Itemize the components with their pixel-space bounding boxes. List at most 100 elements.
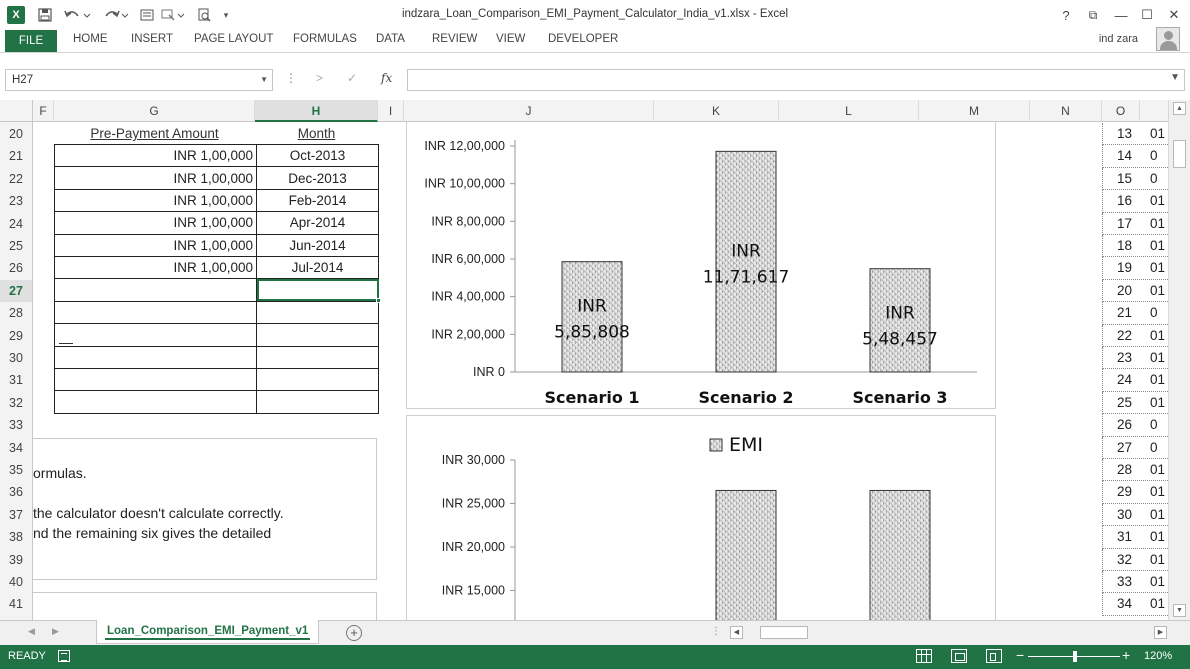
prepayment-amount-cell[interactable] [54,323,257,347]
prepayment-amount-cell[interactable] [54,300,257,325]
select-all-corner[interactable] [0,100,33,122]
row-header-32[interactable]: 32 [9,395,23,410]
month-cell[interactable]: Apr-2014 [256,211,379,235]
name-box[interactable]: H27 ▼ [5,69,273,91]
instructions-textbox[interactable]: ormulas. the calculator doesn't calculat… [33,438,377,580]
maximize-icon[interactable]: ☐ [1141,7,1153,22]
save-icon[interactable] [36,6,54,24]
list-item[interactable]: 33 01 [1102,571,1168,594]
list-item[interactable]: 25 01 [1102,391,1168,415]
cancel-icon[interactable]: > [316,71,324,85]
page-break-view-icon[interactable] [986,649,1002,663]
ribbon-display-icon[interactable]: ⧉ [1088,7,1098,22]
row-header-35[interactable]: 35 [9,463,23,477]
scroll-right-icon[interactable]: ▶ [1154,626,1167,639]
list-item[interactable]: 31 01 [1102,526,1168,549]
row-header-40[interactable]: 40 [9,575,23,589]
emi-comparison-chart[interactable]: INR 15,000 INR 20,000 INR 25,000 INR 30,000… [406,415,996,620]
secondary-textbox[interactable] [33,592,377,620]
list-item[interactable]: 17 01 [1102,212,1168,235]
tab-scroll-left-icon[interactable]: ◀ [28,626,35,636]
row-header-34[interactable]: 34 [9,440,23,455]
print-preview-icon[interactable] [196,6,212,24]
row-header-23[interactable]: 23 [9,194,23,209]
list-item[interactable]: 24 01 [1102,369,1168,392]
row-header-37[interactable]: 37 [9,507,23,522]
month-cell[interactable]: Oct-2013 [256,143,379,168]
page-layout-view-icon[interactable] [951,649,967,663]
expand-formula-icon[interactable]: ▼ [1170,72,1180,83]
prepayment-amount-cell[interactable]: INR 1,00,000 [54,143,257,168]
row-header-38[interactable]: 38 [9,530,23,545]
column-header-i[interactable]: I [378,100,404,122]
list-item[interactable]: 21 0 [1102,302,1168,325]
list-item[interactable]: 13 01 [1102,123,1168,146]
customize-qat-icon[interactable]: ▾ [223,9,229,20]
list-item[interactable]: 22 01 [1102,324,1168,347]
row-header-20[interactable]: 20 [9,127,23,141]
prepayment-amount-cell[interactable]: INR 1,00,000 [54,211,257,235]
list-item[interactable]: 27 0 [1102,436,1168,459]
tab-home[interactable]: HOME [73,33,108,45]
insert-function-icon[interactable]: fx [381,71,393,85]
prepayment-amount-cell[interactable] [54,390,257,414]
list-item[interactable]: 14 0 [1102,145,1168,168]
chevron-down-icon[interactable]: ▼ [260,75,268,84]
prepayment-amount-cell[interactable] [54,278,257,302]
zoom-out-icon[interactable]: − [1016,647,1025,663]
close-icon[interactable]: ✕ [1168,7,1180,22]
row-header-22[interactable]: 22 [9,171,23,186]
row-header-26[interactable]: 26 [9,261,23,276]
undo-icon[interactable] [62,6,92,24]
sheet-tab-active[interactable]: Loan_Comparison_EMI_Payment_v1 [96,620,320,644]
tab-scroll-right-icon[interactable]: ▶ [52,626,59,636]
prepayment-amount-cell[interactable] [54,367,257,392]
month-cell[interactable]: Dec-2013 [256,166,379,190]
scroll-up-icon[interactable]: ▲ [1173,102,1186,115]
active-cell[interactable] [256,278,379,302]
column-header-l[interactable]: L [779,100,919,122]
avatar[interactable] [1156,27,1180,51]
tab-page-layout[interactable]: PAGE LAYOUT [194,33,274,45]
row-header-36[interactable]: 36 [9,485,23,500]
list-item[interactable]: 28 01 [1102,459,1168,482]
column-header-f[interactable]: F [33,100,54,122]
scroll-down-icon[interactable]: ▼ [1173,604,1186,617]
list-item[interactable]: 16 01 [1102,190,1168,213]
normal-view-icon[interactable] [916,649,932,663]
row-header-27[interactable]: 27 [0,279,32,302]
tab-insert[interactable]: INSERT [131,33,173,45]
row-header-30[interactable]: 30 [9,351,23,365]
list-item[interactable]: 32 01 [1102,548,1168,571]
month-cell[interactable] [256,367,379,392]
list-item[interactable]: 26 0 [1102,414,1168,437]
zoom-slider-thumb[interactable] [1073,651,1077,662]
add-sheet-icon[interactable]: + [346,625,362,641]
month-cell[interactable] [256,345,379,369]
tab-view[interactable]: VIEW [496,33,526,45]
prepayment-amount-cell[interactable]: INR 1,00,000 [54,233,257,257]
row-header-24[interactable]: 24 [9,216,23,231]
vertical-scrollbar[interactable]: ▲ ▼ [1168,100,1190,620]
scroll-left-icon[interactable]: ◀ [730,626,743,639]
tab-split-handle-icon[interactable]: ⋮ [711,626,721,637]
zoom-level[interactable]: 120% [1144,650,1173,662]
list-item[interactable]: 30 01 [1102,503,1168,527]
prepayment-amount-cell[interactable]: INR 1,00,000 [54,255,257,280]
list-item[interactable]: 15 0 [1102,167,1168,191]
row-header-39[interactable]: 39 [9,552,23,567]
tab-developer[interactable]: DEVELOPER [548,33,619,45]
row-header-21[interactable]: 21 [9,149,23,164]
column-header-o[interactable]: O [1102,100,1140,122]
column-header-k[interactable]: K [654,100,779,122]
tab-review[interactable]: REVIEW [432,33,478,45]
list-item[interactable]: 29 01 [1102,481,1168,504]
prepayment-amount-cell[interactable]: INR 1,00,000 [54,166,257,190]
column-header-j[interactable]: J [404,100,654,122]
prepayment-amount-cell[interactable]: INR 1,00,000 [54,188,257,213]
prepayment-amount-cell[interactable] [54,345,257,369]
user-name[interactable]: ind zara [1098,33,1138,45]
vertical-scroll-thumb[interactable] [1173,140,1186,168]
column-header-n[interactable]: N [1030,100,1102,122]
help-icon[interactable]: ? [1062,7,1070,23]
